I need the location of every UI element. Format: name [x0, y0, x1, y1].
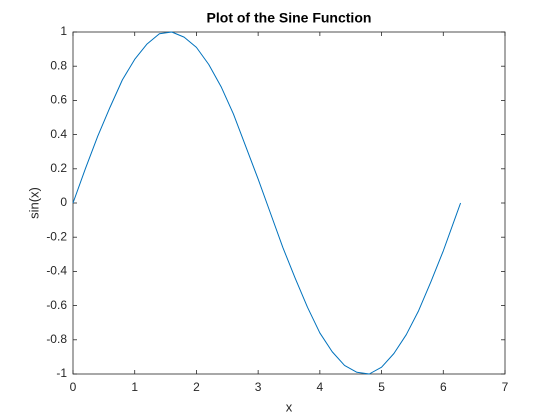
chart-title: Plot of the Sine Function [207, 10, 372, 26]
x-tick-label: 4 [317, 380, 324, 394]
x-tick-label: 6 [440, 380, 447, 394]
y-tick-label: 1 [60, 24, 67, 38]
y-tick-label: -0.4 [46, 264, 67, 278]
x-tick-label: 1 [131, 380, 138, 394]
y-tick-label: 0.2 [50, 161, 67, 175]
y-tick-label: -0.6 [46, 298, 67, 312]
x-tick-label: 0 [70, 380, 77, 394]
x-tick-label: 2 [193, 380, 200, 394]
y-tick-label: 0.4 [50, 127, 67, 141]
x-tick-label: 3 [255, 380, 262, 394]
y-tick-label: 0.8 [50, 58, 67, 72]
data-line [72, 31, 462, 375]
y-tick-label: 0 [60, 195, 67, 209]
y-axis-label: sin(x) [26, 187, 41, 219]
y-tick-label: -1 [56, 366, 67, 380]
y-tick-label: -0.2 [46, 229, 67, 243]
x-axis-label: x [286, 399, 293, 414]
y-tick-label: -0.8 [46, 332, 67, 346]
x-tick-label: 5 [378, 380, 385, 394]
x-tick-label: 7 [502, 380, 509, 394]
y-tick-label: 0.6 [50, 93, 67, 107]
